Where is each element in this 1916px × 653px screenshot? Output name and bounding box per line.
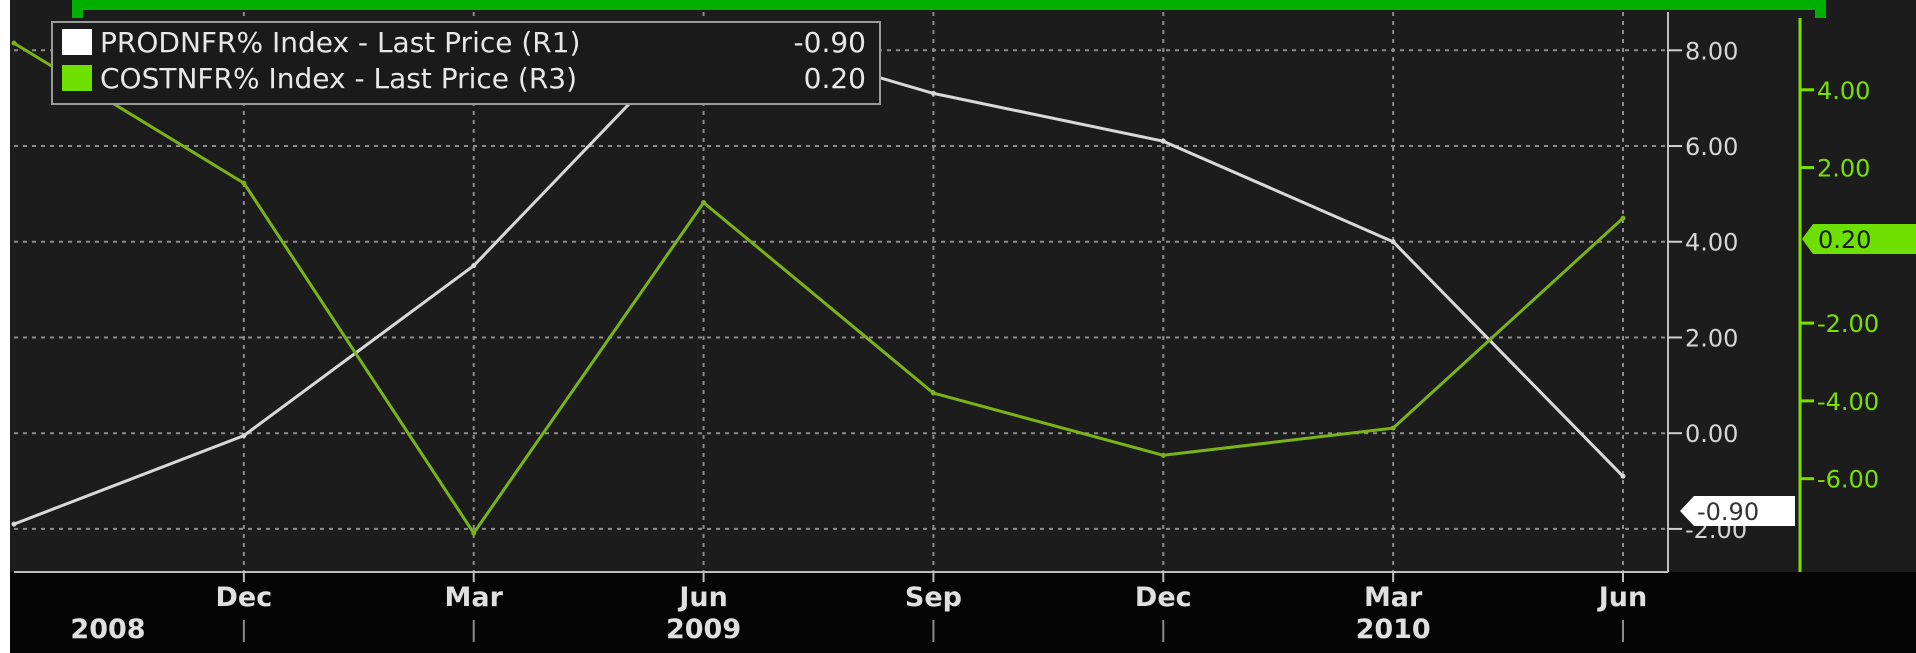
right-axis-tick-label: -2.00 bbox=[1817, 310, 1879, 338]
right-axis-tick-label: -4.00 bbox=[1817, 388, 1879, 416]
legend: PRODNFR% Index - Last Price (R1) -0.90 C… bbox=[51, 21, 881, 105]
frame-accent-right bbox=[1815, 0, 1826, 18]
legend-swatch-prodnfr bbox=[62, 29, 92, 55]
x-axis-month-label: Sep bbox=[905, 582, 962, 613]
series-line-costnfr bbox=[13, 41, 1625, 535]
data-point-prodnfr bbox=[471, 263, 477, 269]
data-point-costnfr bbox=[241, 180, 247, 186]
x-axis-month-label: Dec bbox=[1135, 582, 1192, 613]
data-point-prodnfr bbox=[1390, 239, 1396, 245]
chart-background bbox=[10, 0, 1916, 653]
data-point-costnfr bbox=[1390, 425, 1396, 431]
legend-value-costnfr: 0.20 bbox=[804, 62, 866, 95]
x-axis-year-label: 2008 bbox=[70, 614, 145, 645]
data-point-costnfr bbox=[1620, 215, 1626, 221]
legend-label-prodnfr: PRODNFR% Index - Last Price (R1) bbox=[100, 26, 580, 59]
right-axis-last-value-tag: 0.20 bbox=[1802, 224, 1916, 254]
data-point-costnfr bbox=[11, 40, 17, 46]
data-point-costnfr bbox=[701, 200, 707, 206]
data-point-prodnfr bbox=[1620, 473, 1626, 479]
x-axis-month-label: Jun bbox=[1597, 582, 1648, 613]
x-axis-month-label: Mar bbox=[1364, 582, 1423, 613]
left-axis-tick-label: 8.00 bbox=[1685, 37, 1738, 65]
legend-value-prodnfr: -0.90 bbox=[794, 26, 866, 59]
right-axis-tick-label: 2.00 bbox=[1817, 155, 1870, 183]
right-axis-tick-label: -6.00 bbox=[1817, 466, 1879, 494]
right-axis-tick-label: 4.00 bbox=[1817, 77, 1870, 105]
left-axis-tick-label: 2.00 bbox=[1685, 324, 1738, 352]
data-point-costnfr bbox=[1160, 452, 1166, 458]
data-point-prodnfr bbox=[241, 433, 247, 439]
data-point-prodnfr bbox=[1160, 138, 1166, 144]
data-point-prodnfr bbox=[11, 521, 17, 527]
x-axis-month-label: Dec bbox=[215, 582, 272, 613]
legend-box bbox=[51, 21, 881, 105]
right-axis-last-value-tag-shape bbox=[1802, 224, 1916, 254]
data-point-prodnfr bbox=[930, 90, 936, 96]
left-axis-last-value-label: -0.90 bbox=[1697, 498, 1759, 526]
x-axis-month-label: Mar bbox=[445, 582, 504, 613]
left-axis-last-value-tag-shape bbox=[1680, 496, 1795, 526]
x-axis-year-label: 2009 bbox=[666, 614, 741, 645]
left-axis-tick-label: 6.00 bbox=[1685, 133, 1738, 161]
left-axis-ticks: 8.006.004.002.000.00-2.00 bbox=[1668, 37, 1747, 544]
left-axis-tick-label: 0.00 bbox=[1685, 420, 1738, 448]
right-axis-ticks: 4.00 2.00 -2.00 -4.00 -6.00 bbox=[1800, 77, 1879, 494]
right-axis-last-value-label: 0.20 bbox=[1818, 226, 1871, 254]
legend-swatch-costnfr bbox=[62, 65, 92, 91]
bottom-axis-band bbox=[10, 572, 1916, 653]
data-point-costnfr bbox=[471, 530, 477, 536]
left-axis-last-value-tag: -0.90 bbox=[1680, 496, 1795, 526]
left-axis-tick-label: 4.00 bbox=[1685, 229, 1738, 257]
x-axis-month-label: Jun bbox=[677, 582, 728, 613]
data-point-costnfr bbox=[930, 390, 936, 396]
frame-accent-left bbox=[72, 0, 83, 18]
legend-label-costnfr: COSTNFR% Index - Last Price (R3) bbox=[100, 62, 577, 95]
x-axis-year-label: 2010 bbox=[1356, 614, 1431, 645]
frame-accent-top bbox=[83, 0, 1815, 10]
